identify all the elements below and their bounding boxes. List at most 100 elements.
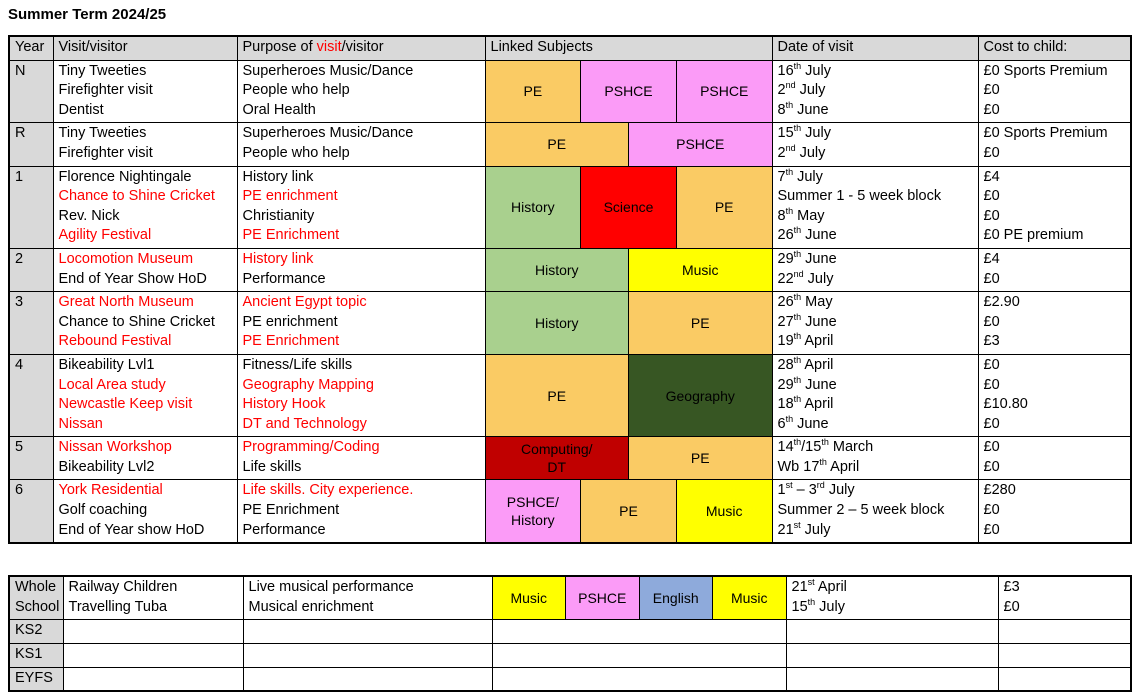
subjects-strip: History Music xyxy=(486,249,771,291)
visit-item: Florence Nightingale xyxy=(58,168,192,185)
date-item: 29th June xyxy=(777,374,837,393)
subject-label: Science xyxy=(603,199,654,216)
purpose-cell: History link Performance xyxy=(236,247,486,293)
date-item: Summer 2 – 5 week block xyxy=(777,502,945,519)
visit-item: Chance to Shine Cricket xyxy=(58,313,215,330)
purpose-item: DT and Technology xyxy=(242,415,367,432)
row-label-cell: 4 xyxy=(8,353,54,438)
purpose-cell: Fitness/Life skills Geography Mapping Hist… xyxy=(236,353,486,438)
date-cell: 7th July Summer 1 - 5 week block 8th May 26… xyxy=(771,165,979,249)
subject-label: History xyxy=(511,199,555,216)
cost-cell: £0 Sports Premium £0 xyxy=(977,122,1132,167)
purpose-item: Life skills. City experience. xyxy=(242,482,414,499)
linked-subjects-cell: PSHCE/ History PE Music xyxy=(484,479,773,544)
visit-cell: York Residential Golf coaching End of Year… xyxy=(52,479,238,544)
cost-item: £0 Sports Premium xyxy=(983,62,1108,79)
cost-item: £0 xyxy=(983,356,1000,373)
subject-box: History xyxy=(486,292,628,354)
subject-box: PE xyxy=(628,437,771,479)
cost-cell xyxy=(997,666,1132,692)
visit-cell: Tiny Tweeties Firefighter visit xyxy=(52,122,238,167)
subject-label: PE xyxy=(690,315,710,332)
cost-item: £0 xyxy=(983,101,1000,118)
main-table-body: N Tiny Tweeties Firefighter visit Dentist Su… xyxy=(8,59,1132,544)
visit-cell: Tiny Tweeties Firefighter visit Dentist xyxy=(52,59,238,124)
cost-item: £3 xyxy=(983,333,1000,350)
subjects-strip: History PE xyxy=(486,292,771,354)
subject-box: PE xyxy=(675,167,771,248)
visit-item: Bikeability Lvl1 xyxy=(58,356,155,373)
table-row: KS2 xyxy=(8,619,1132,645)
subjects-strip: PE PSHCE PSHCE xyxy=(486,61,771,122)
table-row: 6 York Residential Golf coaching End of Yea… xyxy=(8,479,1132,544)
linked-subjects-cell: Music PSHCE English Music xyxy=(491,575,787,621)
date-item: 8th May xyxy=(777,205,825,224)
subject-label: PE xyxy=(547,387,567,404)
subject-box: History xyxy=(486,249,628,291)
term-visits-table: Year Visit/visitor Purpose of visit/visi… xyxy=(8,35,1132,545)
subject-box: PE xyxy=(628,292,771,354)
date-item: 21st April xyxy=(791,577,847,596)
subject-box: PSHCE xyxy=(628,123,771,166)
subject-box: PE xyxy=(486,123,628,166)
cost-item: £4 xyxy=(983,168,1000,185)
date-item: Wb 17th April xyxy=(777,457,860,475)
date-item: 8th June xyxy=(777,99,829,118)
subject-label: PSHCE/ History xyxy=(506,494,559,529)
linked-subjects-cell xyxy=(491,666,787,692)
cost-item: £280 xyxy=(983,482,1016,499)
visit-cell: Bikeability Lvl1 Local Area study Newcastl… xyxy=(52,353,238,438)
subject-label: Music xyxy=(730,590,768,607)
purpose-item: Musical enrichment xyxy=(248,598,374,615)
date-cell: 26th May 27th June 19th April xyxy=(771,291,979,355)
row-label-cell: KS1 xyxy=(8,643,64,668)
purpose-item: Fitness/Life skills xyxy=(242,356,353,373)
purpose-item: PE enrichment xyxy=(242,188,338,205)
purpose-item: Performance xyxy=(242,270,326,287)
header-purpose: Purpose of visit/visitor xyxy=(236,35,486,61)
purpose-item: PE Enrichment xyxy=(242,333,340,350)
date-cell: 1st – 3rd July Summer 2 – 5 week block 21s… xyxy=(771,479,979,544)
cost-cell: £4 £0 xyxy=(977,247,1132,293)
purpose-cell: Superheroes Music/Dance People who help Or… xyxy=(236,59,486,124)
table-row: 5 Nissan Workshop Bikeability Lvl2 Programm… xyxy=(8,436,1132,481)
visit-item: Railway Children xyxy=(68,579,178,596)
cost-item: £0 xyxy=(1003,598,1020,615)
whole-school-table: Whole School Railway Children Travelling T… xyxy=(8,575,1132,692)
cost-item: £0 xyxy=(983,144,1000,161)
subjects-strip: PE PSHCE xyxy=(486,123,771,166)
purpose-cell xyxy=(242,643,493,668)
purpose-item: Life skills xyxy=(242,458,302,475)
date-item: 18th April xyxy=(777,394,834,413)
date-cell xyxy=(785,643,999,668)
subject-box: Music xyxy=(675,480,771,543)
visit-item: End of Year show HoD xyxy=(58,521,205,538)
cost-item: £0 xyxy=(983,439,1000,456)
date-item: 21st July xyxy=(777,519,831,538)
row-label-cell: KS2 xyxy=(8,619,64,645)
cost-item: £0 xyxy=(983,521,1000,538)
cost-item: £0 xyxy=(983,188,1000,205)
visit-item: Travelling Tuba xyxy=(68,598,168,615)
header-cost: Cost to child: xyxy=(977,35,1132,61)
visit-item: Newcastle Keep visit xyxy=(58,396,193,413)
date-item: 29th June xyxy=(777,249,837,267)
cost-cell: £2.90 £0 £3 xyxy=(977,291,1132,355)
cost-cell: £0 £0 xyxy=(977,436,1132,481)
subject-label: Music xyxy=(705,503,743,520)
cost-cell: £0 Sports Premium £0 £0 xyxy=(977,59,1132,124)
visit-item: Agility Festival xyxy=(58,227,152,244)
table-row: EYFS xyxy=(8,666,1132,692)
table-row: 4 Bikeability Lvl1 Local Area study Newcast… xyxy=(8,353,1132,438)
subject-box: PE xyxy=(486,355,628,436)
table-row: 1 Florence Nightingale Chance to Shine Cri… xyxy=(8,165,1132,249)
date-item: 7th July xyxy=(777,166,823,185)
subject-label: PE xyxy=(523,83,543,100)
header-visit: Visit/visitor xyxy=(52,35,238,61)
subject-label: Music xyxy=(510,590,548,607)
date-item: 15th July xyxy=(777,123,831,142)
subject-box: English xyxy=(638,577,712,619)
table-row: KS1 xyxy=(8,643,1132,668)
date-cell: 28th April 29th June 18th April 6th June xyxy=(771,353,979,438)
